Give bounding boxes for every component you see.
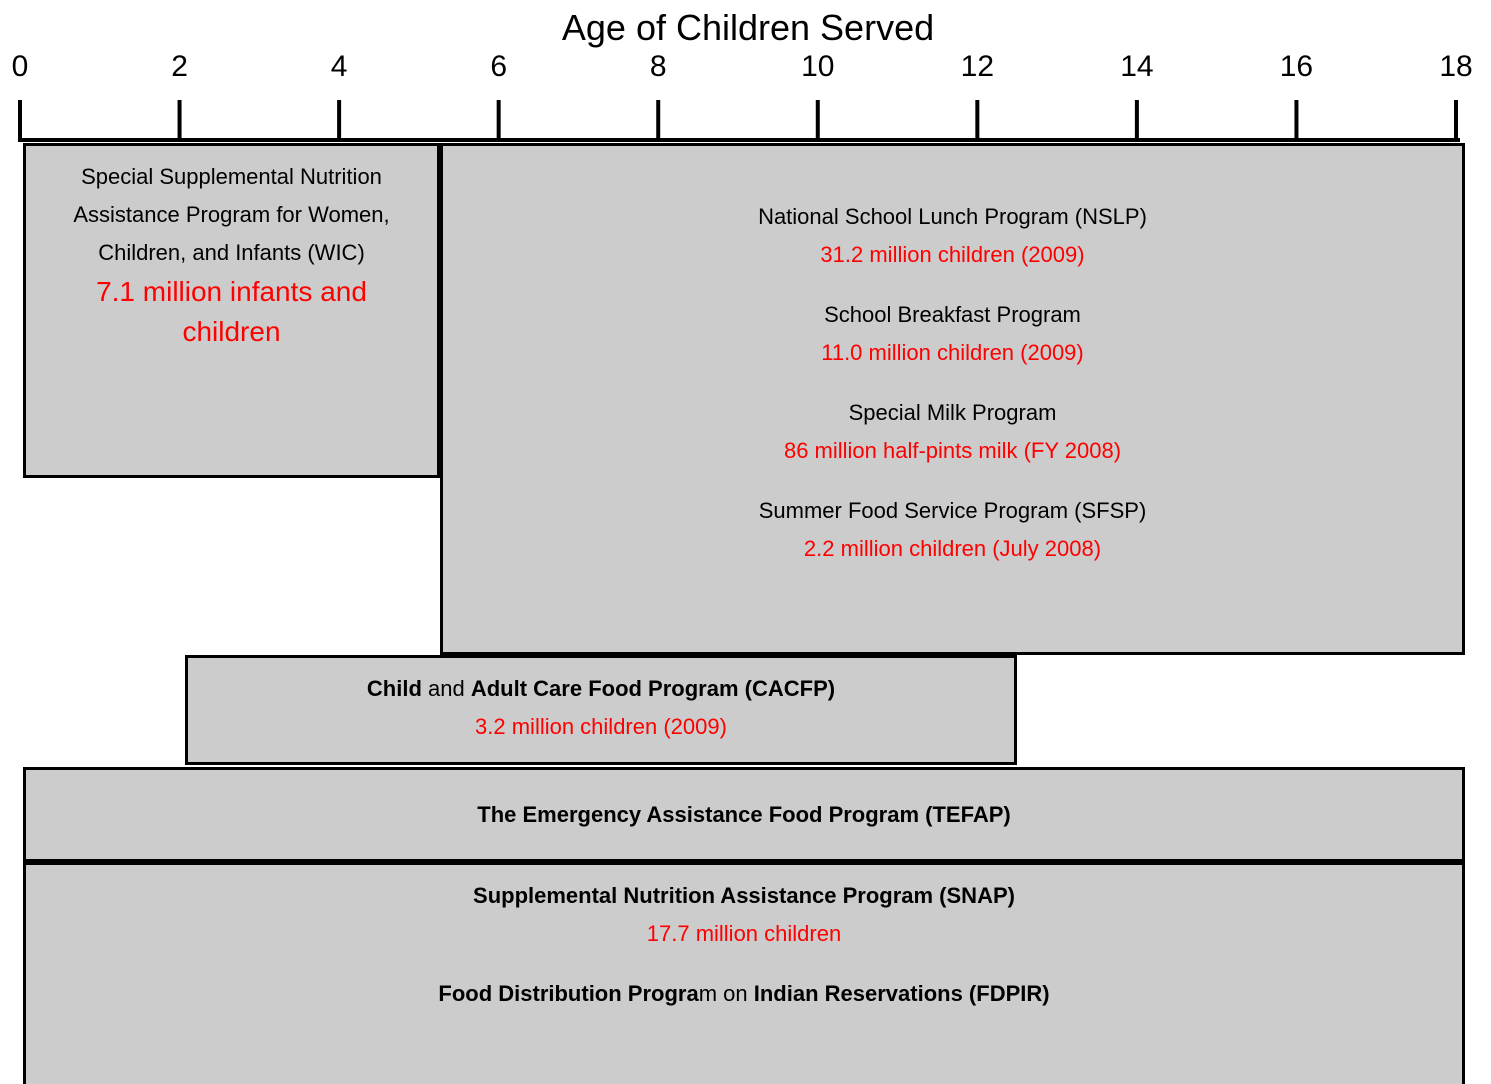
program-name: Supplemental Nutrition Assistance Progra… [473,877,1015,915]
program-name: Summer Food Service Program (SFSP) [759,492,1147,530]
children-served: 11.0 million children (2009) [821,340,1084,365]
program: Supplemental Nutrition Assistance Progra… [473,877,1015,953]
tick-label: 8 [650,50,667,83]
tick-label: 6 [490,50,507,83]
tick-label: 4 [331,50,348,83]
name-part: Child [366,676,422,701]
name-part: National School Lunch Program (NSLP) [758,204,1147,229]
name-part: and [421,676,471,701]
program: Child and Adult Care Food Program (CACFP… [367,670,835,746]
program: National School Lunch Program (NSLP) 31.2… [758,198,1147,274]
name-part: Special Supplemental Nutrition Assistanc… [73,164,396,265]
tick-label: 10 [801,50,834,83]
program-box: Child and Adult Care Food Program (CACFP… [185,655,1017,765]
program: Special Milk Program 86 million half-pint… [784,394,1121,470]
program-box: National School Lunch Program (NSLP) 31.2… [440,143,1465,655]
children-served: 86 million half-pints milk (FY 2008) [783,438,1122,463]
children-served: 2.2 million children (July 2008) [803,536,1102,561]
name-part: Food Distribution Progra [438,981,699,1006]
program-name: School Breakfast Program [821,296,1084,334]
children-served: 17.7 million children [646,921,842,946]
program-name: Food Distribution Program on Indian Rese… [438,975,1049,1013]
name-part: Summer Food Service Program (SFSP) [758,498,1147,523]
program: The Emergency Assistance Food Program (T… [477,796,1010,834]
axis: Age of Children Served 0 2 4 6 8 10 12 14 16 18 [12,7,1473,142]
program-box: Supplemental Nutrition Assistance Progra… [23,862,1465,1084]
name-part: Indian Reservations (FDPIR) [753,981,1050,1006]
program-box: The Emergency Assistance Food Program (T… [23,767,1465,862]
tick-label: 14 [1120,50,1153,83]
children-served: 31.2 million children (2009) [820,242,1085,267]
name-part: Adult Care Food Program (CACFP) [470,676,836,701]
tick-label: 18 [1439,50,1472,83]
axis-title: Age of Children Served [562,7,934,48]
program-name: National School Lunch Program (NSLP) [758,198,1147,236]
program: Special Supplemental Nutrition Assistanc… [26,158,437,352]
name-part: The Emergency Assistance Food Program (T… [477,801,1011,827]
program: School Breakfast Program 11.0 million chi… [821,296,1084,372]
name-part: Supplemental Nutrition Assistance Progra… [473,883,1015,908]
program-name: Child and Adult Care Food Program (CACFP… [367,670,835,708]
tick-label: 12 [961,50,994,83]
name-part: School Breakfast Program [824,302,1081,327]
name-part: Special Milk Program [848,400,1057,425]
program-name: The Emergency Assistance Food Program (T… [477,796,1010,834]
tick-label: 2 [171,50,188,83]
name-part: m on [698,981,754,1006]
tick-label: 16 [1280,50,1313,83]
program: Food Distribution Program on Indian Rese… [438,975,1049,1013]
program-name: Special Milk Program [784,394,1121,432]
program: Summer Food Service Program (SFSP) 2.2 mi… [759,492,1147,568]
program-box: Special Supplemental Nutrition Assistanc… [23,143,440,478]
children-served: 3.2 million children (2009) [475,714,727,739]
children-served: 7.1 million infants and children [96,276,367,347]
tick-label: 0 [12,50,29,83]
program-name: Special Supplemental Nutrition Assistanc… [46,158,417,272]
